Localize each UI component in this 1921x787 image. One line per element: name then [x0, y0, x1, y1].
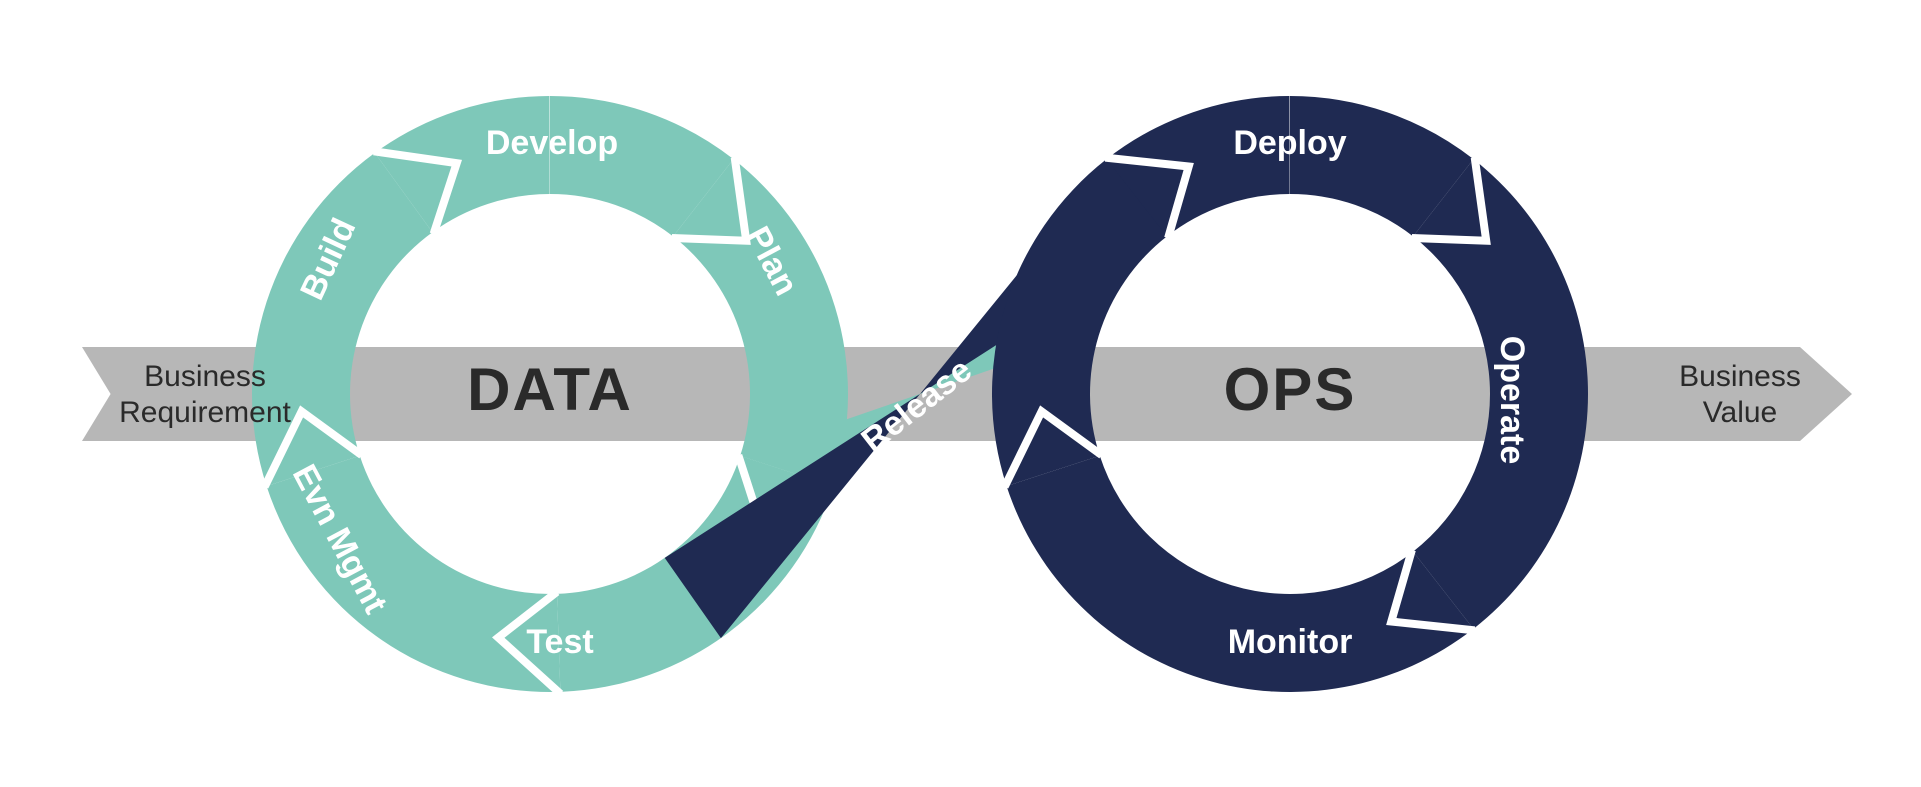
dataops-infinity-diagram: DATAOPSBuildDevelopPlanReleaseTestEvn Mg… [0, 0, 1921, 787]
banner-right-line2: Value [1703, 396, 1778, 429]
segment-test: Test [526, 623, 593, 661]
banner-right-line1: Business [1679, 360, 1801, 393]
center-label-left: DATA [467, 356, 633, 423]
segment-operate: Operate [1493, 336, 1531, 465]
center-label-right: OPS [1224, 356, 1357, 423]
segment-label-deploy: Deploy [1233, 124, 1346, 162]
banner-left-line2: Requirement [119, 396, 291, 429]
banner-left-line1: Business [144, 360, 266, 393]
segment-label-monitor: Monitor [1228, 623, 1353, 661]
segment-label-develop: Develop [486, 124, 618, 162]
segment-develop: Develop [486, 124, 618, 162]
segment-deploy: Deploy [1233, 124, 1346, 162]
segment-monitor: Monitor [1228, 623, 1353, 661]
segment-label-operate: Operate [1493, 336, 1531, 465]
segment-label-test: Test [526, 623, 593, 661]
